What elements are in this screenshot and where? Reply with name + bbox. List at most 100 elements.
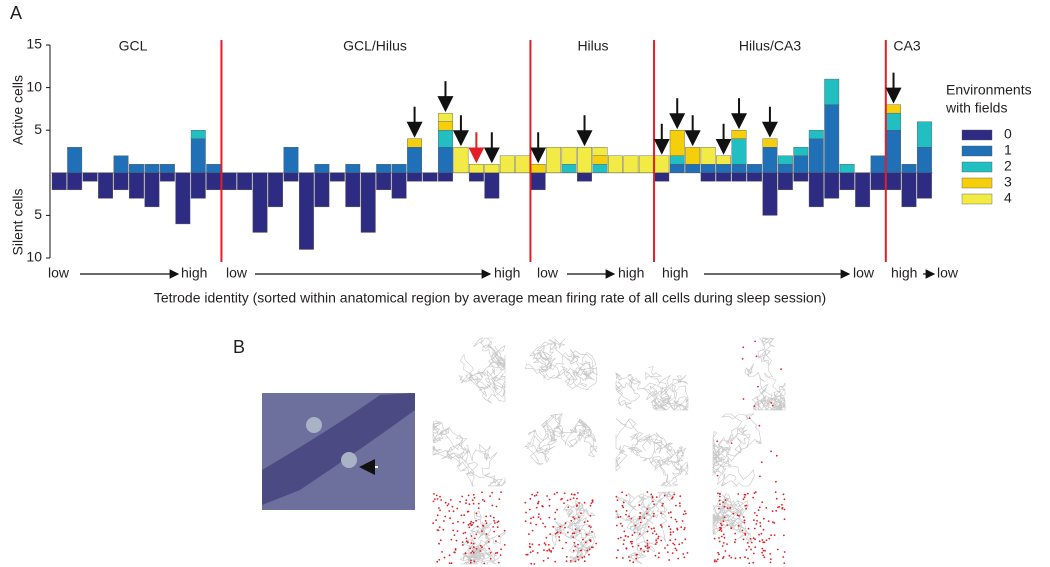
spike-dot (572, 536, 575, 539)
spike-dot (755, 523, 758, 525)
spike-dot (777, 506, 779, 509)
spike-dot (465, 502, 467, 504)
spike-dot (454, 548, 457, 550)
spike-dot (741, 529, 744, 532)
spike-dot (734, 557, 737, 560)
spike-dot (485, 533, 488, 535)
spike-dot (576, 497, 578, 500)
spike-dot (444, 515, 447, 518)
spike-dot (722, 501, 724, 504)
legend-label: 2 (1004, 158, 1012, 174)
spike-dot (463, 514, 466, 516)
spike-dot (741, 358, 744, 360)
spike-dot (684, 538, 687, 541)
spike-dot (742, 346, 745, 349)
spike-dot (652, 515, 655, 518)
spike-dot (669, 533, 672, 536)
spike-dot (667, 551, 669, 553)
spike-dot (577, 492, 579, 494)
bar-segment (407, 172, 423, 182)
spike-dot (547, 543, 550, 546)
spike-dot (461, 541, 464, 544)
bar-segment (654, 172, 670, 182)
spike-dot (666, 544, 669, 546)
bar-segment (438, 121, 453, 131)
bar-segment (824, 78, 840, 105)
legend-swatch (961, 129, 993, 141)
spike-dot (635, 557, 637, 560)
bar-segment (530, 164, 546, 173)
bar-segment (129, 164, 144, 173)
spike-dot (449, 517, 451, 520)
spike-dot (588, 548, 591, 551)
spike-dot (759, 521, 762, 524)
spike-dot (529, 497, 532, 500)
histology-layer (262, 393, 415, 505)
spike-dot (646, 530, 649, 533)
spike-dot (615, 495, 618, 498)
spike-dot (475, 548, 478, 550)
bar-segment (206, 164, 222, 173)
spike-dot (683, 556, 686, 559)
spike-dot (435, 494, 438, 497)
spike-dot (493, 519, 495, 522)
spike-dot (748, 417, 751, 419)
spike-dot (675, 549, 678, 552)
spike-dot (748, 562, 751, 565)
bar-segment (98, 172, 113, 199)
spike-dot (536, 552, 539, 554)
spike-dot (760, 532, 763, 535)
bar-segment (299, 172, 314, 250)
range-label: high (618, 265, 644, 281)
spike-dot (684, 512, 687, 515)
spike-dot (475, 512, 478, 515)
spike-dot (589, 504, 592, 507)
spike-dot (655, 539, 658, 541)
range-label: high (662, 265, 688, 281)
bar-segment (407, 147, 423, 174)
spike-dot (536, 491, 539, 494)
spike-dot (526, 553, 529, 556)
spike-dot (565, 541, 567, 544)
spike-dot (633, 531, 636, 534)
spike-dot (718, 553, 720, 556)
spike-dot (464, 531, 467, 534)
spike-dot (589, 526, 592, 528)
spike-dot (743, 496, 746, 499)
spike-dot (537, 500, 540, 503)
bar-segment (669, 129, 685, 156)
spike-dot (650, 493, 653, 496)
spike-dot (646, 512, 648, 515)
spike-dot (661, 504, 664, 507)
spike-dot (771, 404, 774, 407)
spike-dot (452, 510, 455, 513)
bar-segment (855, 172, 871, 208)
spike-dot (485, 522, 488, 525)
spike-dot (495, 505, 498, 508)
spike-dot (769, 561, 772, 564)
spike-dot (682, 513, 685, 516)
histology-spot (341, 452, 357, 468)
spike-dot (714, 559, 716, 562)
bar-segment (886, 104, 901, 114)
spike-dot (658, 552, 660, 555)
spike-dot (576, 555, 579, 558)
spike-dot (734, 538, 737, 541)
spike-dot (716, 474, 719, 477)
bar-segment (870, 155, 886, 173)
spike-dot (678, 543, 681, 546)
spike-dot (435, 519, 437, 521)
bar-segment (700, 172, 716, 182)
spike-dot (500, 491, 502, 493)
spike-dot (674, 538, 677, 541)
spike-dot (438, 558, 441, 561)
spike-dot (661, 526, 663, 528)
y-tick-label: 10 (26, 78, 42, 94)
spike-dot (761, 551, 763, 554)
spike-dot (669, 528, 672, 531)
spike-dot (489, 551, 492, 554)
spike-dot (749, 538, 752, 540)
bar-segment (283, 172, 299, 182)
trajectory (432, 420, 506, 487)
spike-dot (450, 562, 453, 564)
